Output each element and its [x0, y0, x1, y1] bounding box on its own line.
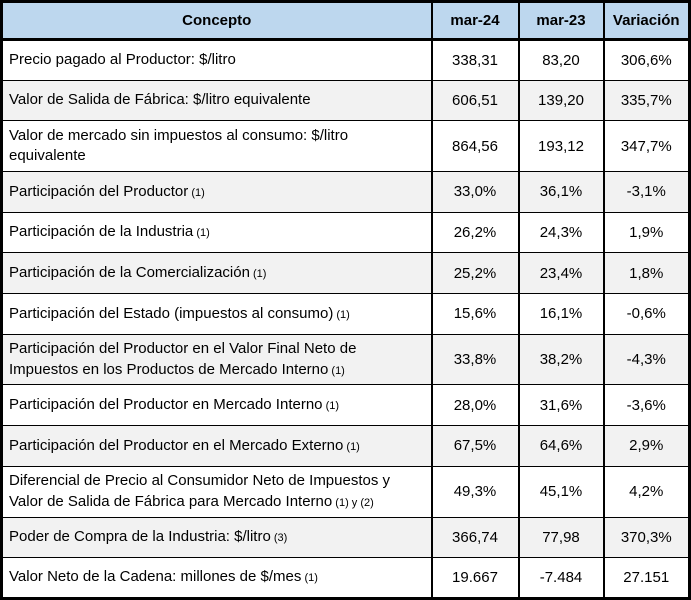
table-header: Concepto mar-24 mar-23 Variación — [1, 1, 690, 41]
mar23-value: 16,1% — [517, 293, 604, 335]
concept-label: Valor Neto de la Cadena: millones de $/m… — [9, 568, 302, 586]
mar24-value: 338,31 — [430, 39, 519, 81]
mar24-value: 49,3% — [430, 465, 519, 518]
variacion-value: -3,1% — [602, 171, 690, 213]
table-row: Valor de Salida de Fábrica: $/litro equi… — [1, 79, 690, 122]
concept-label: Participación del Productor en el Valor … — [9, 340, 357, 378]
concept-label: Poder de Compra de la Industria: $/litro — [9, 528, 271, 546]
mar24-value: 28,0% — [430, 384, 519, 427]
mar24-value: 606,51 — [430, 79, 519, 122]
mar23-value: 193,12 — [517, 120, 604, 173]
variacion-value: -3,6% — [602, 384, 690, 427]
variacion-value: 27.151 — [602, 557, 690, 599]
mar23-value: 45,1% — [517, 465, 604, 518]
table-body: Precio pagado al Productor: $/litro 338,… — [1, 39, 690, 599]
header-row: Concepto mar-24 mar-23 Variación — [1, 1, 690, 41]
footnote-ref: (1) — [333, 308, 350, 321]
concept-cell: Valor de mercado sin impuestos al consum… — [1, 120, 432, 173]
concept-cell: Participación de la Comercialización (1) — [1, 252, 432, 295]
table-row: Participación del Productor (1) 33,0% 36… — [1, 171, 690, 213]
mar23-value: 36,1% — [517, 171, 604, 213]
variacion-value: 1,8% — [602, 252, 690, 295]
footnote-ref: (3) — [270, 532, 288, 545]
table-row: Poder de Compra de la Industria: $/litro… — [1, 516, 690, 559]
variacion-value: 2,9% — [602, 425, 690, 467]
variacion-value: 1,9% — [602, 211, 690, 254]
table-row: Participación del Productor en Mercado I… — [1, 384, 690, 427]
mar23-value: -7.484 — [517, 557, 604, 599]
table-row: Precio pagado al Productor: $/litro 338,… — [1, 39, 690, 81]
concept-cell: Participación del Estado (impuestos al c… — [1, 293, 432, 335]
concept-cell: Diferencial de Precio al Consumidor Neto… — [1, 465, 432, 518]
concept-label: Diferencial de Precio al Consumidor Neto… — [9, 472, 391, 510]
mar24-value: 33,8% — [430, 333, 519, 386]
concept-label: Participación del Productor en el Mercad… — [9, 436, 344, 454]
column-header-mar23: mar-23 — [517, 1, 604, 41]
table-row: Valor Neto de la Cadena: millones de $/m… — [1, 557, 690, 599]
variacion-value: 335,7% — [602, 79, 690, 122]
mar23-value: 64,6% — [517, 425, 604, 467]
table-row: Participación del Productor en el Mercad… — [1, 425, 690, 467]
concept-label: Participación del Productor en Mercado I… — [9, 396, 323, 414]
mar23-value: 139,20 — [517, 79, 604, 122]
footnote-ref: (1) — [343, 440, 360, 453]
concept-label: Precio pagado al Productor: $/litro — [9, 51, 236, 69]
table-row: Participación de la Industria (1) 26,2% … — [1, 211, 690, 254]
mar23-value: 77,98 — [517, 516, 604, 559]
column-header-variacion: Variación — [602, 1, 690, 41]
mar23-value: 83,20 — [517, 39, 604, 81]
mar23-value: 23,4% — [517, 252, 604, 295]
mar24-value: 67,5% — [430, 425, 519, 467]
concept-cell: Valor Neto de la Cadena: millones de $/m… — [1, 557, 432, 599]
mar24-value: 26,2% — [430, 211, 519, 254]
table-row: Valor de mercado sin impuestos al consum… — [1, 120, 690, 173]
concept-cell: Participación del Productor (1) — [1, 171, 432, 213]
mar23-value: 31,6% — [517, 384, 604, 427]
footnote-ref: (1) — [188, 186, 205, 199]
concept-cell: Participación del Productor en el Valor … — [1, 333, 432, 386]
mar24-value: 33,0% — [430, 171, 519, 213]
table-row: Diferencial de Precio al Consumidor Neto… — [1, 465, 690, 518]
mar24-value: 366,74 — [430, 516, 519, 559]
mar24-value: 15,6% — [430, 293, 519, 335]
table-row: Participación de la Comercialización (1)… — [1, 252, 690, 295]
column-header-mar24: mar-24 — [430, 1, 519, 41]
variacion-value: 4,2% — [602, 465, 690, 518]
footnote-ref: (1) — [193, 227, 210, 240]
footnote-ref: (1) — [322, 400, 340, 413]
concept-cell: Participación de la Industria (1) — [1, 211, 432, 254]
concept-cell: Precio pagado al Productor: $/litro — [1, 39, 432, 81]
mar24-value: 864,56 — [430, 120, 519, 173]
concept-label: Participación del Productor — [9, 182, 189, 200]
concept-label: Valor de Salida de Fábrica: $/litro equi… — [9, 91, 311, 109]
concept-label: Participación de la Comercialización — [9, 264, 250, 282]
concept-cell: Valor de Salida de Fábrica: $/litro equi… — [1, 79, 432, 122]
concept-label: Participación de la Industria — [9, 223, 194, 241]
concept-cell: Participación del Productor en Mercado I… — [1, 384, 432, 427]
concept-cell: Participación del Productor en el Mercad… — [1, 425, 432, 467]
concept-cell: Poder de Compra de la Industria: $/litro… — [1, 516, 432, 559]
mar23-value: 38,2% — [517, 333, 604, 386]
variacion-value: 347,7% — [602, 120, 690, 173]
table-row: Participación del Productor en el Valor … — [1, 333, 690, 386]
mar23-value: 24,3% — [517, 211, 604, 254]
mar24-value: 25,2% — [430, 252, 519, 295]
footnote-ref: (1) — [249, 268, 267, 281]
variacion-value: 306,6% — [602, 39, 690, 81]
footnote-ref: (1) — [301, 572, 318, 585]
concept-label: Participación del Estado (impuestos al c… — [9, 304, 334, 322]
variacion-value: -4,3% — [602, 333, 690, 386]
column-header-concepto: Concepto — [1, 1, 432, 41]
footnote-ref: (1) y (2) — [332, 496, 374, 509]
footnote-ref: (1) — [328, 364, 345, 377]
concept-label: Valor de mercado sin impuestos al consum… — [9, 126, 349, 165]
mar24-value: 19.667 — [430, 557, 519, 599]
variacion-value: -0,6% — [602, 293, 690, 335]
table-row: Participación del Estado (impuestos al c… — [1, 293, 690, 335]
variacion-value: 370,3% — [602, 516, 690, 559]
